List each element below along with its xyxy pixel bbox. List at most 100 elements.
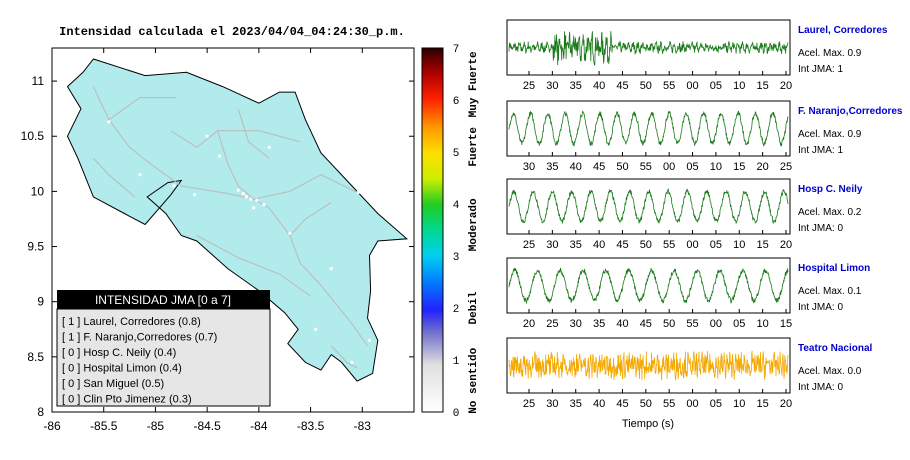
x-tick-label: 20 bbox=[780, 80, 792, 92]
legend-item: [ 0 ] Hosp C. Neily (0.4) bbox=[62, 347, 176, 359]
station-name: Hosp C. Neily bbox=[798, 184, 863, 195]
road-line bbox=[216, 130, 255, 200]
x-axis-label: Tiempo (s) bbox=[622, 418, 674, 430]
accel-max-label: Acel. Max. 0.0 bbox=[798, 366, 862, 377]
x-tick-label: 25 bbox=[523, 398, 535, 410]
legend-item: [ 1 ] F. Naranjo,Corredores (0.7) bbox=[62, 332, 217, 344]
colorbar-tick-label: 3 bbox=[453, 252, 460, 264]
x-tick-label: 10 bbox=[757, 318, 769, 330]
colorbar-tick-label: 6 bbox=[453, 96, 460, 108]
x-tick-label: 55 bbox=[640, 161, 652, 173]
accel-max-label: Acel. Max. 0.9 bbox=[798, 48, 862, 59]
lon-tick-label: -83 bbox=[354, 419, 372, 433]
x-tick-label: 35 bbox=[593, 318, 605, 330]
colorbar-gradient bbox=[421, 47, 444, 413]
x-tick-label: 30 bbox=[570, 318, 582, 330]
station-marker bbox=[172, 184, 176, 188]
x-tick-label: 55 bbox=[663, 80, 675, 92]
road-line bbox=[92, 157, 136, 198]
jma-intensity-label: Int JMA: 1 bbox=[798, 145, 843, 156]
intensity-legend: INTENSIDAD JMA [0 a 7] [ 1 ] Laurel, Cor… bbox=[56, 290, 271, 407]
station-marker bbox=[356, 190, 360, 195]
station-marker bbox=[244, 195, 248, 199]
waveform-panel: 25 30 35 40 45 50 55 00 05 10 15 20 Laurel, Corredor… bbox=[506, 19, 888, 92]
panel-frame bbox=[506, 100, 791, 157]
station-marker bbox=[138, 173, 142, 177]
lat-tick-label: 10.5 bbox=[21, 129, 45, 143]
station-marker bbox=[218, 154, 222, 158]
lon-tick-label: -84.5 bbox=[193, 419, 221, 433]
x-tick-label: 00 bbox=[686, 398, 698, 410]
waveform-trace bbox=[508, 31, 789, 66]
x-tick-label: 45 bbox=[640, 318, 652, 330]
map-content bbox=[66, 58, 409, 382]
waveform-panels: 25 30 35 40 45 50 55 00 05 10 15 20 Laurel, Corredor… bbox=[506, 19, 903, 410]
x-tick-label: 35 bbox=[570, 398, 582, 410]
road-line bbox=[237, 108, 270, 159]
road-line bbox=[196, 235, 311, 297]
x-tick-label: 00 bbox=[663, 161, 675, 173]
road-line bbox=[108, 97, 177, 121]
legend-item: [ 0 ] Hospital Limon (0.4) bbox=[62, 363, 182, 375]
station-name: Hospital Limon bbox=[798, 263, 870, 274]
x-tick-label: 55 bbox=[686, 318, 698, 330]
waveform-panel: 30 35 40 45 50 55 00 05 10 15 20 25 F. Naranjo,Corre… bbox=[506, 100, 903, 173]
x-tick-label: 05 bbox=[710, 398, 722, 410]
x-tick-label: 20 bbox=[523, 318, 535, 330]
intensity-level-label: Debil bbox=[468, 291, 480, 324]
lat-tick-label: 9 bbox=[37, 295, 44, 309]
legend-item: [ 0 ] Clin Pto Jimenez (0.3) bbox=[62, 394, 192, 406]
x-tick-label: 00 bbox=[710, 318, 722, 330]
panel-frame bbox=[506, 257, 791, 314]
x-tick-label: 15 bbox=[733, 161, 745, 173]
colorbar-tick-label: 0 bbox=[453, 408, 460, 420]
colorbar-tick-label: 4 bbox=[453, 200, 460, 212]
accel-max-label: Acel. Max. 0.9 bbox=[798, 129, 862, 140]
x-tick-label: 10 bbox=[710, 161, 722, 173]
panel-frame bbox=[506, 178, 791, 235]
waveform-trace bbox=[508, 188, 789, 225]
x-tick-label: 05 bbox=[686, 161, 698, 173]
x-tick-label: 20 bbox=[757, 161, 769, 173]
x-tick-label: 15 bbox=[780, 318, 792, 330]
colorbar-labels: No sentido Debil Moderado Fuerte Muy Fuerte bbox=[468, 51, 480, 414]
x-tick-label: 50 bbox=[616, 161, 628, 173]
x-tick-label: 00 bbox=[686, 239, 698, 251]
x-tick-label: 15 bbox=[757, 239, 769, 251]
legend-item: [ 1 ] Laurel, Corredores (0.8) bbox=[62, 316, 201, 328]
x-tick-label: 25 bbox=[546, 318, 558, 330]
colorbar-tick-label: 5 bbox=[453, 148, 460, 160]
station-name: Teatro Nacional bbox=[798, 343, 872, 354]
jma-intensity-label: Int JMA: 0 bbox=[798, 223, 843, 234]
station-marker bbox=[236, 188, 240, 192]
station-marker bbox=[249, 197, 253, 201]
legend-item: [ 0 ] San Miguel (0.5) bbox=[62, 378, 164, 390]
lon-tick-label: -85.5 bbox=[90, 419, 118, 433]
station-marker bbox=[252, 206, 256, 210]
accel-max-label: Acel. Max. 0.2 bbox=[798, 207, 862, 218]
colorbar-tick-label: 1 bbox=[453, 356, 460, 368]
x-tick-label: 10 bbox=[733, 239, 745, 251]
x-tick-label: 40 bbox=[570, 161, 582, 173]
x-tick-label: 20 bbox=[780, 398, 792, 410]
x-tick-label: 35 bbox=[546, 161, 558, 173]
lat-tick-label: 10 bbox=[31, 184, 45, 198]
x-tick-label: 45 bbox=[616, 398, 628, 410]
intensity-level-label: No sentido bbox=[468, 347, 480, 413]
x-tick-label: 35 bbox=[570, 239, 582, 251]
waveform-trace bbox=[508, 350, 789, 381]
road-line bbox=[330, 345, 358, 369]
station-marker bbox=[193, 193, 197, 197]
station-name: Laurel, Corredores bbox=[798, 25, 888, 36]
x-tick-label: 50 bbox=[640, 398, 652, 410]
legend-body bbox=[56, 308, 271, 407]
colorbar-ticks: 0 1 2 3 4 5 6 7 bbox=[453, 44, 460, 420]
lat-tick-label: 8.5 bbox=[27, 350, 44, 364]
x-tick-label: 40 bbox=[616, 318, 628, 330]
x-tick-label: 05 bbox=[733, 318, 745, 330]
station-marker bbox=[262, 203, 266, 207]
station-marker bbox=[107, 120, 111, 124]
station-marker bbox=[205, 134, 209, 138]
x-tick-label: 10 bbox=[733, 80, 745, 92]
